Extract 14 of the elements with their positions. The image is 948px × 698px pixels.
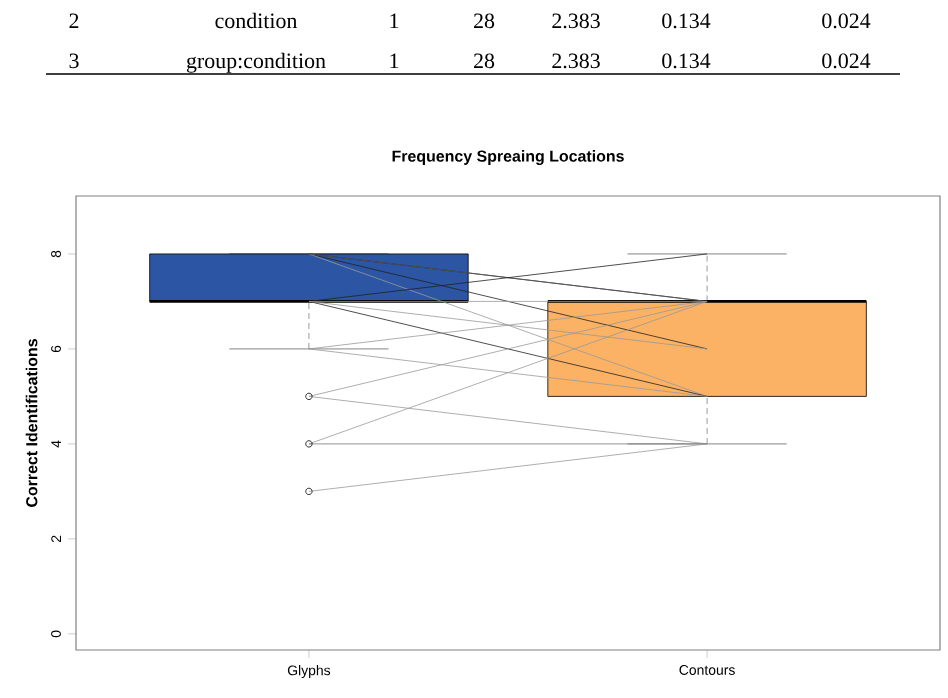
text: 2.383 <box>552 13 600 29</box>
text: 2.383 <box>552 53 600 69</box>
text: 3 <box>69 53 79 69</box>
text: 1 <box>390 13 399 28</box>
text: 28 <box>474 53 495 69</box>
text: 0.024 <box>822 53 871 69</box>
text: 1 <box>390 53 399 68</box>
text: condition <box>215 12 298 29</box>
text: 0.134 <box>662 53 711 69</box>
text: group:condition <box>186 52 326 73</box>
text: 0.024 <box>822 13 871 29</box>
text: 2 <box>69 13 79 28</box>
text: 0.134 <box>662 13 711 29</box>
text: 28 <box>474 13 495 29</box>
